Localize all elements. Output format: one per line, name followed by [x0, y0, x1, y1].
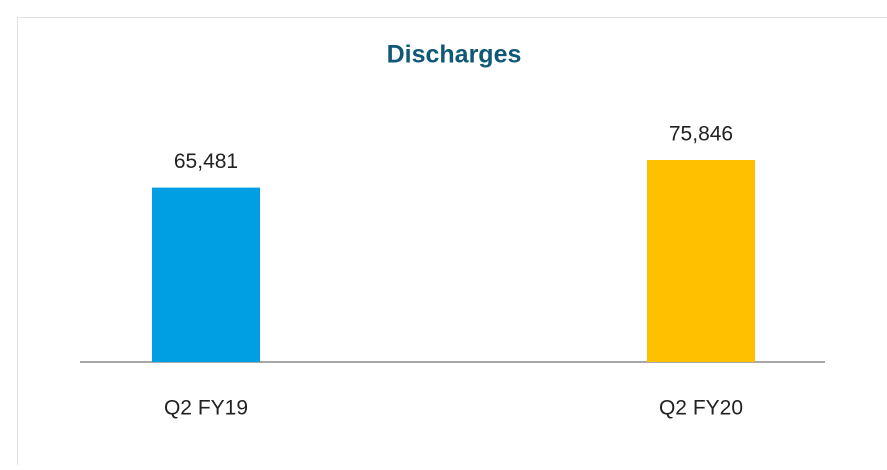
- bar: [152, 188, 260, 362]
- x-tick-label: Q2 FY19: [164, 397, 248, 420]
- value-label: 75,846: [669, 123, 733, 146]
- x-tick-label: Q2 FY20: [659, 397, 743, 420]
- value-label: 65,481: [174, 150, 238, 173]
- bar: [647, 160, 755, 362]
- card: [18, 18, 887, 466]
- chart-title: Discharges: [387, 41, 522, 69]
